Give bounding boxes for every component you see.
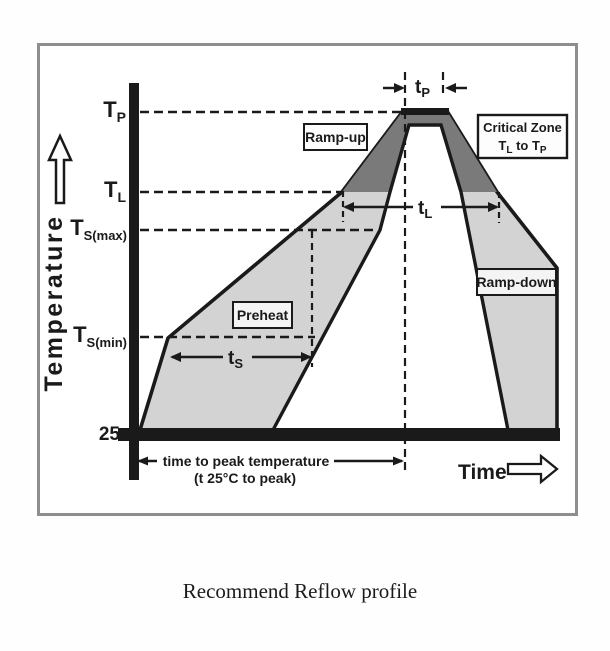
tl-interval-arrow: tL [343, 193, 499, 221]
figure-caption: Recommend Reflow profile [182, 579, 418, 603]
temperature-up-arrow-icon [47, 132, 73, 205]
time-to-peak-annotation: time to peak temperature (t 25°C to peak… [137, 449, 404, 486]
ramp-up-box [303, 123, 368, 151]
time-to-peak-label-line1: time to peak temperature [163, 453, 330, 469]
time-to-peak-text-backdrop [157, 449, 334, 472]
ts-label-backdrop [223, 344, 252, 369]
ramp-down-label: Ramp-down [476, 274, 556, 290]
critical-zone-box: Critical Zone TL to TP [476, 113, 569, 160]
ts-interval-arrow: tS [170, 344, 312, 371]
tick-label-tsmin: TS(min) [73, 322, 127, 350]
tp-arrowhead-right-icon [394, 83, 405, 93]
critical-box [476, 113, 569, 160]
ramp-down-box [476, 268, 557, 296]
y-axis-title: Temperature [40, 214, 68, 391]
tl-interval-label: tL [418, 198, 432, 221]
ramp-up-label: Ramp-up [305, 129, 366, 145]
preheat-zone-box: Preheat [232, 301, 293, 329]
tp-interval-label: tP [415, 77, 430, 100]
ts-interval-label: tS [228, 348, 243, 371]
profile-inner-region [270, 123, 511, 432]
x-axis-bar [118, 428, 560, 441]
ramp-up-zone-box: Ramp-up [303, 123, 368, 151]
time-to-peak-arrowhead-right-icon [393, 456, 404, 466]
ts-arrowhead-left-icon [170, 352, 181, 362]
tp-arrowhead-left-icon [445, 83, 456, 93]
tick-label-tp: TP [103, 97, 126, 125]
time-right-arrow-icon [506, 453, 559, 485]
preheat-label: Preheat [237, 307, 289, 323]
tick-label-tl: TL [104, 177, 126, 205]
dashed-reference-lines [140, 72, 501, 474]
critical-zone-label-line2: TL to TP [498, 138, 547, 156]
ts-arrowhead-right-icon [301, 352, 312, 362]
tl-label-backdrop [413, 193, 441, 219]
time-to-peak-arrowhead-left-icon [137, 456, 148, 466]
tl-arrowhead-left-icon [343, 202, 354, 212]
tick-label-tsmax: TS(max) [70, 215, 127, 243]
critical-zone-label-line1: Critical Zone [483, 120, 562, 135]
ramp-down-zone-box: Ramp-down [476, 268, 557, 296]
preheat-box [232, 301, 293, 329]
tl-arrowhead-right-icon [488, 202, 499, 212]
y-axis-bar [129, 83, 139, 480]
critical-zone-dark-band [342, 111, 497, 192]
time-to-peak-label-line2: (t 25°C to peak) [194, 470, 296, 486]
x-axis-title: Time [458, 461, 507, 484]
tp-interval-arrows: tP [383, 77, 467, 100]
origin-label-25: 25 [99, 424, 121, 445]
